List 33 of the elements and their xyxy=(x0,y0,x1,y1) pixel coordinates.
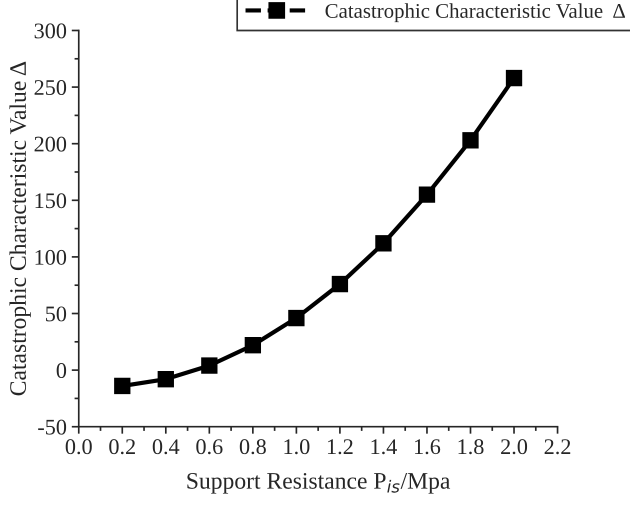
x-tick-label: 1.6 xyxy=(415,439,440,454)
x-tick-label: 2.0 xyxy=(501,439,528,454)
x-tick-label: 0.0 xyxy=(66,439,92,454)
x-axis-title: Support Resistance P$_{is}$/Mpa xyxy=(187,472,450,494)
point xyxy=(201,357,218,374)
y-tick-label: -50 xyxy=(38,420,66,435)
x-tick-label: 1.2 xyxy=(328,439,353,454)
point xyxy=(288,310,305,326)
y-tick-label: 50 xyxy=(46,306,66,322)
y-axis-title: Catastrophic Characteristic Value Δ xyxy=(9,62,31,396)
x-tick-label: 0.4 xyxy=(152,439,180,454)
x-tick-label: 0.2 xyxy=(109,439,135,454)
y-tick-label: 150 xyxy=(36,193,66,208)
point xyxy=(332,276,348,292)
point xyxy=(375,235,392,252)
x-tick-label: 0.8 xyxy=(240,439,266,454)
point xyxy=(418,186,436,203)
y-tick-label: 300 xyxy=(34,23,66,38)
x-tick-label: 1.0 xyxy=(284,439,310,454)
point xyxy=(506,70,522,86)
point xyxy=(158,371,174,388)
x-tick-label: 1.8 xyxy=(458,439,484,454)
y-tick-label: 200 xyxy=(34,136,66,152)
x-tick-label: 1.4 xyxy=(372,439,397,454)
point xyxy=(244,337,262,354)
y-tick-label: 250 xyxy=(34,80,66,96)
y-tick-label: 0 xyxy=(56,363,66,378)
y-tick-label: 100 xyxy=(36,250,66,265)
x-tick-label: 2.2 xyxy=(544,439,570,454)
point xyxy=(114,378,130,394)
x-tick-label: 0.6 xyxy=(196,439,223,454)
point xyxy=(462,132,479,148)
legend-label: Catastrophic Characteristic Value Δ xyxy=(326,3,626,22)
